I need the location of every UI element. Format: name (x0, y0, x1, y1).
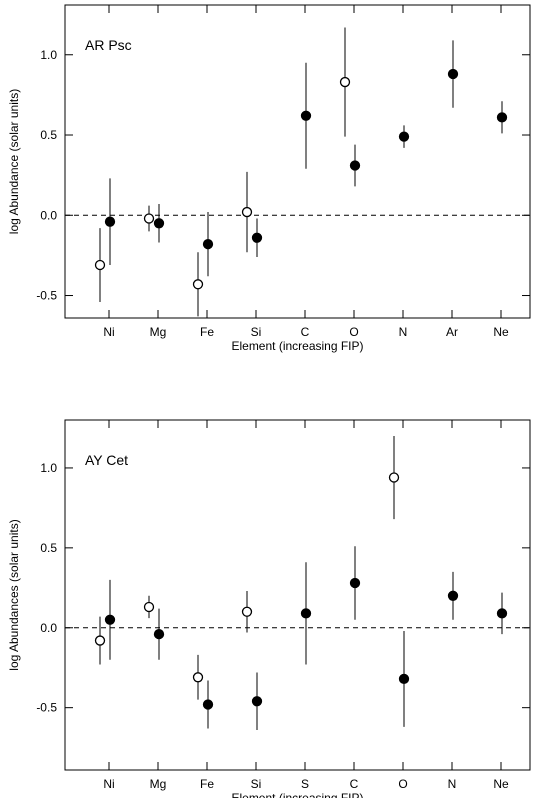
x-tick-label: N (448, 777, 457, 791)
y-tick-label: -0.5 (36, 701, 57, 715)
x-tick-label: N (399, 325, 408, 339)
x-tick-label: Fe (200, 325, 214, 339)
point (143, 601, 155, 613)
y-tick-label: 1.0 (40, 461, 57, 475)
point (496, 112, 508, 123)
point (388, 472, 400, 483)
point (300, 608, 312, 619)
point (153, 218, 165, 229)
point (94, 259, 106, 271)
point (349, 577, 361, 589)
point (398, 673, 410, 685)
x-tick-label: S (301, 777, 309, 791)
x-tick-label: Si (251, 777, 262, 791)
x-tick-label: Ni (103, 325, 114, 339)
x-axis-label: Element (increasing FIP) (231, 791, 363, 798)
point (104, 614, 116, 625)
point (496, 608, 508, 619)
x-tick-label: Ne (493, 325, 509, 339)
point (202, 699, 214, 710)
point (251, 696, 263, 707)
point (202, 239, 214, 250)
point (251, 232, 263, 243)
point (447, 68, 459, 80)
point (447, 590, 459, 601)
y-tick-label: 1.0 (40, 48, 57, 62)
point (153, 629, 165, 640)
y-axis-label: log Abundance (solar units) (7, 89, 21, 234)
y-tick-label: 0.5 (40, 541, 57, 555)
point (349, 160, 361, 171)
y-tick-label: 0.0 (40, 621, 57, 635)
point (192, 672, 204, 683)
x-tick-label: O (349, 325, 358, 339)
y-tick-label: 0.0 (40, 208, 57, 222)
point (339, 76, 351, 88)
point (398, 131, 410, 142)
point (241, 206, 253, 218)
x-tick-label: Ne (493, 777, 509, 791)
point (192, 279, 204, 290)
y-tick-label: 0.5 (40, 128, 57, 142)
x-tick-label: Mg (150, 325, 167, 339)
plot-frame (64, 4, 531, 319)
x-tick-label: Ni (103, 777, 114, 791)
x-tick-label: Si (251, 325, 262, 339)
x-tick-label: O (398, 777, 407, 791)
x-tick-label: C (301, 325, 310, 339)
plot-frame (64, 419, 531, 771)
point (104, 216, 116, 227)
x-tick-label: Mg (150, 777, 167, 791)
x-tick-label: Fe (200, 777, 214, 791)
annotation: AY Cet (85, 452, 128, 468)
x-tick-label: Ar (446, 325, 458, 339)
x-tick-label: C (350, 777, 359, 791)
annotation: AR Psc (85, 37, 132, 53)
point (241, 606, 253, 617)
x-axis-label: Element (increasing FIP) (231, 339, 363, 353)
y-axis-label: log Abundances (solar units) (7, 519, 21, 670)
y-tick-label: -0.5 (36, 289, 57, 303)
point (143, 213, 155, 224)
point (300, 110, 312, 121)
point (94, 635, 106, 646)
